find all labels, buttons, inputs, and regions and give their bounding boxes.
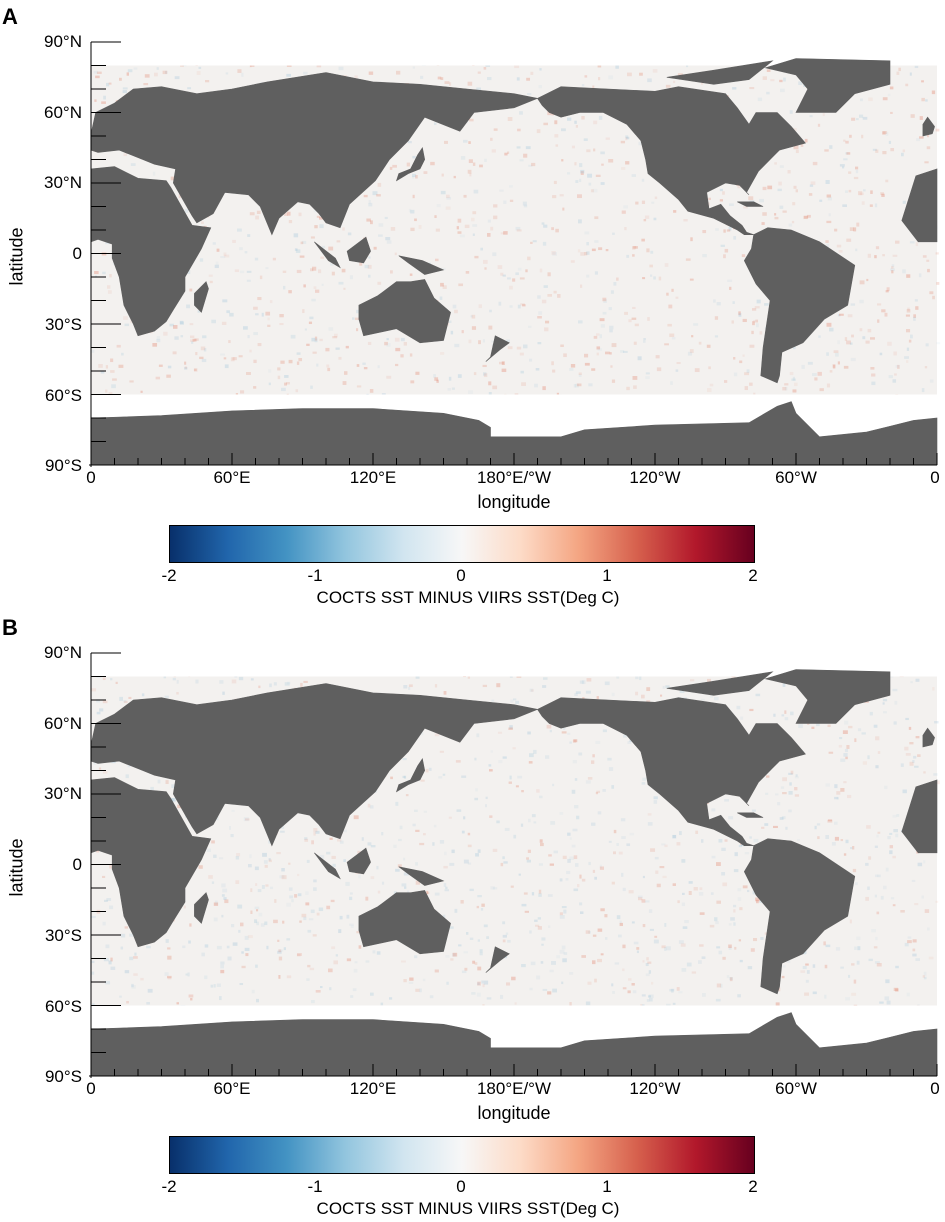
colorbar-tick-label: 0 xyxy=(456,1177,466,1196)
land-namerica xyxy=(537,697,806,846)
colorbar-title: COCTS SST MINUS VIIRS SST(Deg C) xyxy=(316,588,620,607)
land-antarctica xyxy=(90,1012,938,1077)
lat-tick-label: 90°N xyxy=(44,32,82,51)
land-arctic_is xyxy=(666,60,774,85)
colorbar-tick-label: -2 xyxy=(161,1177,177,1196)
land-greatbritain xyxy=(922,116,935,137)
sst-difference-map xyxy=(89,41,941,467)
land-eurasia xyxy=(90,72,539,236)
lon-tick-label: 60°W xyxy=(775,1079,817,1098)
lat-tick-label: 60°N xyxy=(44,714,82,733)
lat-tick-label: 30°S xyxy=(44,315,82,334)
land-antarctica xyxy=(90,401,938,466)
colorbar-tick-label: 2 xyxy=(748,566,758,585)
lon-tick-label: 180°E/°W xyxy=(476,468,552,487)
land-samerica xyxy=(743,838,856,995)
sst-difference-map xyxy=(89,652,940,1078)
land-cuba xyxy=(737,201,764,207)
axis-ticks xyxy=(89,652,938,1078)
x-axis-title: longitude xyxy=(477,492,551,512)
lat-tick-label: 90°S xyxy=(44,1067,82,1086)
land-africa_w xyxy=(901,779,938,854)
colorbar-tick-label: 1 xyxy=(602,566,612,585)
y-axis-title: latitude xyxy=(6,838,27,897)
lat-tick-label: 90°N xyxy=(44,643,82,662)
axis-ticks xyxy=(89,41,938,467)
lat-tick-label: 0 xyxy=(72,244,82,263)
land-eurasia xyxy=(90,683,539,847)
land-greatbritain xyxy=(922,727,935,748)
land-japan xyxy=(395,147,426,182)
panel-label: B xyxy=(2,615,18,640)
lat-tick-label: 60°N xyxy=(44,103,82,122)
panel-label: A xyxy=(2,4,18,29)
lon-tick-label: 60°W xyxy=(775,468,817,487)
lon-tick-label: 120°W xyxy=(629,1079,681,1098)
colorbar-tick-label: 1 xyxy=(602,1177,612,1196)
land-africa_w xyxy=(901,168,938,243)
lon-tick-label: 120°E xyxy=(349,1079,397,1098)
land-japan xyxy=(395,758,426,793)
land-greenland xyxy=(764,58,891,113)
colorbar-tick-label: -2 xyxy=(161,566,177,585)
colorbar xyxy=(169,1136,755,1174)
lon-tick-label: 180°E/°W xyxy=(476,1079,552,1098)
colorbar-title: COCTS SST MINUS VIIRS SST(Deg C) xyxy=(316,1199,620,1218)
lat-tick-label: 60°S xyxy=(44,997,82,1016)
land-namerica xyxy=(537,86,806,235)
map-panel-b: B 90°N 60°N 30°N 0 30°S 60°S 90°S 0 60°E… xyxy=(0,611,945,1222)
lat-tick-label: 0 xyxy=(72,855,82,874)
lon-tick-label: 60°E xyxy=(213,1079,251,1098)
lat-tick-label: 30°N xyxy=(44,784,82,803)
land-madagascar xyxy=(194,281,209,313)
map-panel-a: A 90°N 60°N 30°N 0 30°S 60°S 90°S 0 60°E… xyxy=(2,4,941,607)
land-africa xyxy=(90,166,212,337)
land-nz xyxy=(485,335,510,362)
lat-tick-label: 60°S xyxy=(44,386,82,405)
lon-tick-label: 0 xyxy=(930,468,940,487)
land-nz xyxy=(485,946,510,973)
colorbar-tick-label: 0 xyxy=(456,566,466,585)
land-sumatra xyxy=(314,852,341,880)
lat-tick-label: 30°S xyxy=(44,926,82,945)
map-layer xyxy=(90,653,940,1077)
colorbar-tick-label: -1 xyxy=(307,566,323,585)
lon-tick-label: 0 xyxy=(86,468,96,487)
land-australia xyxy=(358,279,451,344)
land-borneo xyxy=(346,236,371,264)
lon-tick-label: 0 xyxy=(86,1079,96,1098)
colorbar-tick-label: -1 xyxy=(307,1177,323,1196)
y-axis-title: latitude xyxy=(6,227,27,286)
colorbar xyxy=(169,525,755,563)
land-borneo xyxy=(346,847,371,875)
map-layer xyxy=(90,42,941,466)
colorbar-tick-label: 2 xyxy=(748,1177,758,1196)
land-cuba xyxy=(737,812,764,818)
land-greenland xyxy=(764,669,891,724)
lat-tick-label: 90°S xyxy=(44,456,82,475)
land-samerica xyxy=(743,227,856,384)
lon-tick-label: 120°W xyxy=(629,468,681,487)
lon-tick-label: 0 xyxy=(930,1079,940,1098)
land-newguinea xyxy=(398,866,445,886)
land-newguinea xyxy=(398,255,445,275)
lon-tick-label: 120°E xyxy=(349,468,397,487)
lon-tick-label: 60°E xyxy=(213,468,251,487)
x-axis-title: longitude xyxy=(477,1103,551,1123)
land-africa xyxy=(90,777,212,948)
land-sumatra xyxy=(314,241,341,269)
land-australia xyxy=(358,890,451,955)
land-arctic_is xyxy=(666,671,774,696)
lat-tick-label: 30°N xyxy=(44,173,82,192)
land-madagascar xyxy=(194,892,209,924)
